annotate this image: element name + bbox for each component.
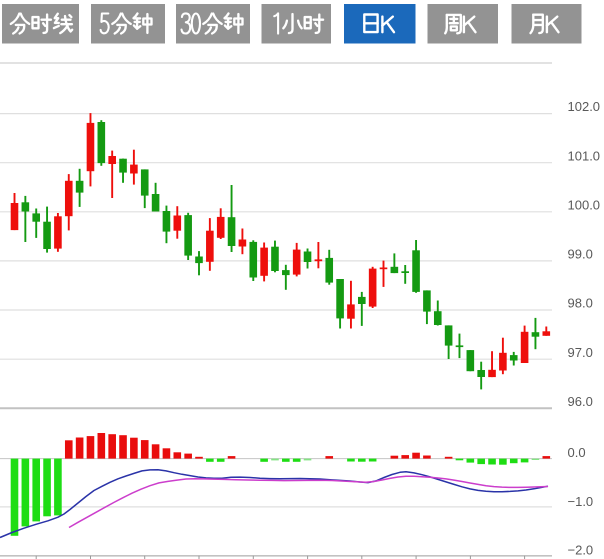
svg-text:98.0: 98.0 (568, 296, 593, 311)
svg-text:97.0: 97.0 (568, 345, 593, 360)
svg-text:96.0: 96.0 (568, 394, 593, 409)
svg-text:99.0: 99.0 (568, 247, 593, 262)
svg-text:−1.0: −1.0 (568, 494, 594, 509)
svg-text:100.0: 100.0 (568, 198, 601, 213)
svg-text:102.0: 102.0 (568, 99, 601, 114)
svg-text:−2.0: −2.0 (568, 543, 594, 558)
svg-text:0.0: 0.0 (568, 445, 586, 460)
svg-text:101.0: 101.0 (568, 149, 601, 164)
